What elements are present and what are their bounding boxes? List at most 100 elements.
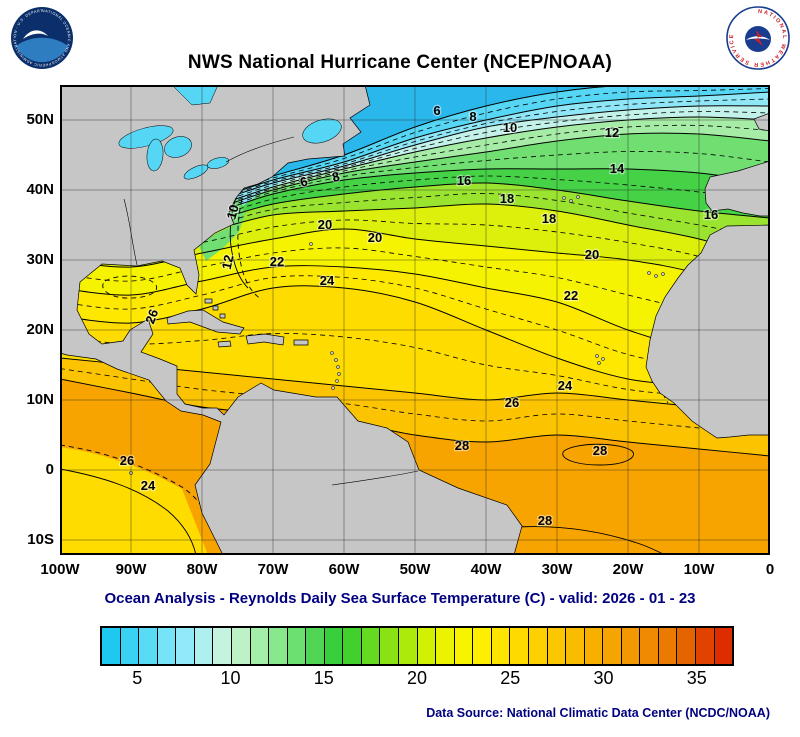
island xyxy=(336,365,340,369)
colorbar-tick-label: 10 xyxy=(220,668,241,688)
lon-tick-label: 30W xyxy=(541,561,573,578)
contour-label: 6 xyxy=(433,103,440,118)
colorbar-segment xyxy=(713,628,733,664)
colorbar-tick-label: 15 xyxy=(313,668,334,688)
river xyxy=(225,136,295,163)
lon-tick-label: 50W xyxy=(399,561,431,578)
contour-label: 22 xyxy=(270,254,284,269)
lon-tick-label: 10W xyxy=(683,561,715,578)
colorbar-segment xyxy=(695,628,714,664)
colorbar-tick-label: 20 xyxy=(406,668,428,688)
lat-tick-label: 10S xyxy=(27,531,54,548)
contour-label: 18 xyxy=(542,211,556,226)
colorbar-segment xyxy=(323,628,343,664)
island xyxy=(562,196,566,200)
contour-label: 28 xyxy=(538,513,552,528)
colorbar-segment xyxy=(193,628,213,664)
contour-label: 20 xyxy=(318,217,332,232)
island xyxy=(661,272,665,276)
river xyxy=(331,470,419,486)
island xyxy=(331,386,335,390)
island xyxy=(334,358,338,362)
colorbar-segment xyxy=(379,628,398,664)
contour-label: 28 xyxy=(593,443,607,458)
hudson-bay xyxy=(171,85,219,106)
colorbar-tick-label: 5 xyxy=(132,668,143,688)
landmass xyxy=(704,160,770,217)
isotherm-contour-dashed xyxy=(60,247,770,334)
pacific-cold-tongue xyxy=(60,447,208,555)
isotherm-contour xyxy=(102,275,158,299)
colorbar-segment xyxy=(490,628,510,664)
contour-label: 24 xyxy=(558,378,573,393)
contour-label: 28 xyxy=(455,438,469,453)
colorbar xyxy=(100,626,734,666)
isotherm-contour xyxy=(229,196,249,289)
colorbar-segment xyxy=(119,628,139,664)
colorbar-segment xyxy=(230,628,250,664)
colorbar-segment xyxy=(583,628,603,664)
lat-tick-label: 40N xyxy=(26,181,54,198)
seagull-icon xyxy=(23,30,48,39)
lat-tick-label: 30N xyxy=(26,251,54,268)
contour-label: 18 xyxy=(500,191,514,206)
lon-tick-label: 90W xyxy=(115,561,147,578)
island xyxy=(654,274,658,278)
map-border xyxy=(60,85,770,555)
contour-label: 24 xyxy=(141,478,156,493)
landmass xyxy=(219,313,226,319)
colorbar-segment xyxy=(268,628,287,664)
colorbar-tick-label: 30 xyxy=(593,668,614,688)
colorbar-segment xyxy=(342,628,361,664)
colorbar-segment xyxy=(102,628,120,664)
nws-logo: NATIONAL WEATHER SERVICE xyxy=(726,6,790,70)
lat-tick-label: 0 xyxy=(45,461,54,478)
noaa-logo-icon: NATIONAL OCEANIC AND ATMOSPHERIC ADMINIS… xyxy=(8,3,73,69)
contour-label: 24 xyxy=(320,273,335,288)
colorbar-segment xyxy=(156,628,176,664)
contour-label: 20 xyxy=(368,230,382,245)
landmass xyxy=(217,340,232,348)
colorbar-segment xyxy=(138,628,157,664)
caption: Ocean Analysis - Reynolds Daily Sea Surf… xyxy=(104,590,696,607)
island xyxy=(330,351,334,355)
contour-label: 14 xyxy=(610,161,625,176)
colorbar-segment xyxy=(676,628,695,664)
landmass xyxy=(753,112,770,132)
lon-tick-label: 80W xyxy=(186,561,218,578)
island xyxy=(597,361,601,365)
lon-tick-label: 40W xyxy=(470,561,502,578)
mid-shelf-cold-band xyxy=(199,197,245,261)
contour-label: 10 xyxy=(503,120,517,135)
sst-map: 6 810 126 810121416161818202020222224242626… xyxy=(60,85,770,555)
colorbar-segment xyxy=(398,628,417,664)
colorbar-segment xyxy=(657,628,677,664)
colorbar-segment xyxy=(416,628,436,664)
island xyxy=(595,354,599,358)
island xyxy=(569,199,573,203)
colorbar-segment xyxy=(546,628,566,664)
colorbar-segment xyxy=(472,628,491,664)
nws-logo-icon: NATIONAL WEATHER SERVICE xyxy=(726,6,790,70)
island xyxy=(647,271,651,275)
island xyxy=(335,379,339,383)
colorbar-segment xyxy=(175,628,194,664)
lat-tick-label: 20N xyxy=(26,321,54,338)
lon-tick-label: 20W xyxy=(612,561,644,578)
colorbar-segment xyxy=(527,628,547,664)
island xyxy=(309,242,313,246)
data-source: Data Source: National Climatic Data Cent… xyxy=(426,706,770,720)
colorbar-segment xyxy=(286,628,306,664)
contour-label: 12 xyxy=(219,253,237,270)
colorbar-segment xyxy=(305,628,324,664)
colorbar-segment xyxy=(453,628,473,664)
contour-label: 12 xyxy=(605,125,619,140)
lon-tick-label: 100W xyxy=(40,561,80,578)
lon-tick-label: 70W xyxy=(257,561,289,578)
contour-label: 26 xyxy=(505,395,519,410)
lake xyxy=(207,157,229,169)
lat-tick-label: 10N xyxy=(26,391,54,408)
colorbar-segment xyxy=(509,628,528,664)
lake xyxy=(164,136,192,158)
colorbar-segment xyxy=(620,628,640,664)
